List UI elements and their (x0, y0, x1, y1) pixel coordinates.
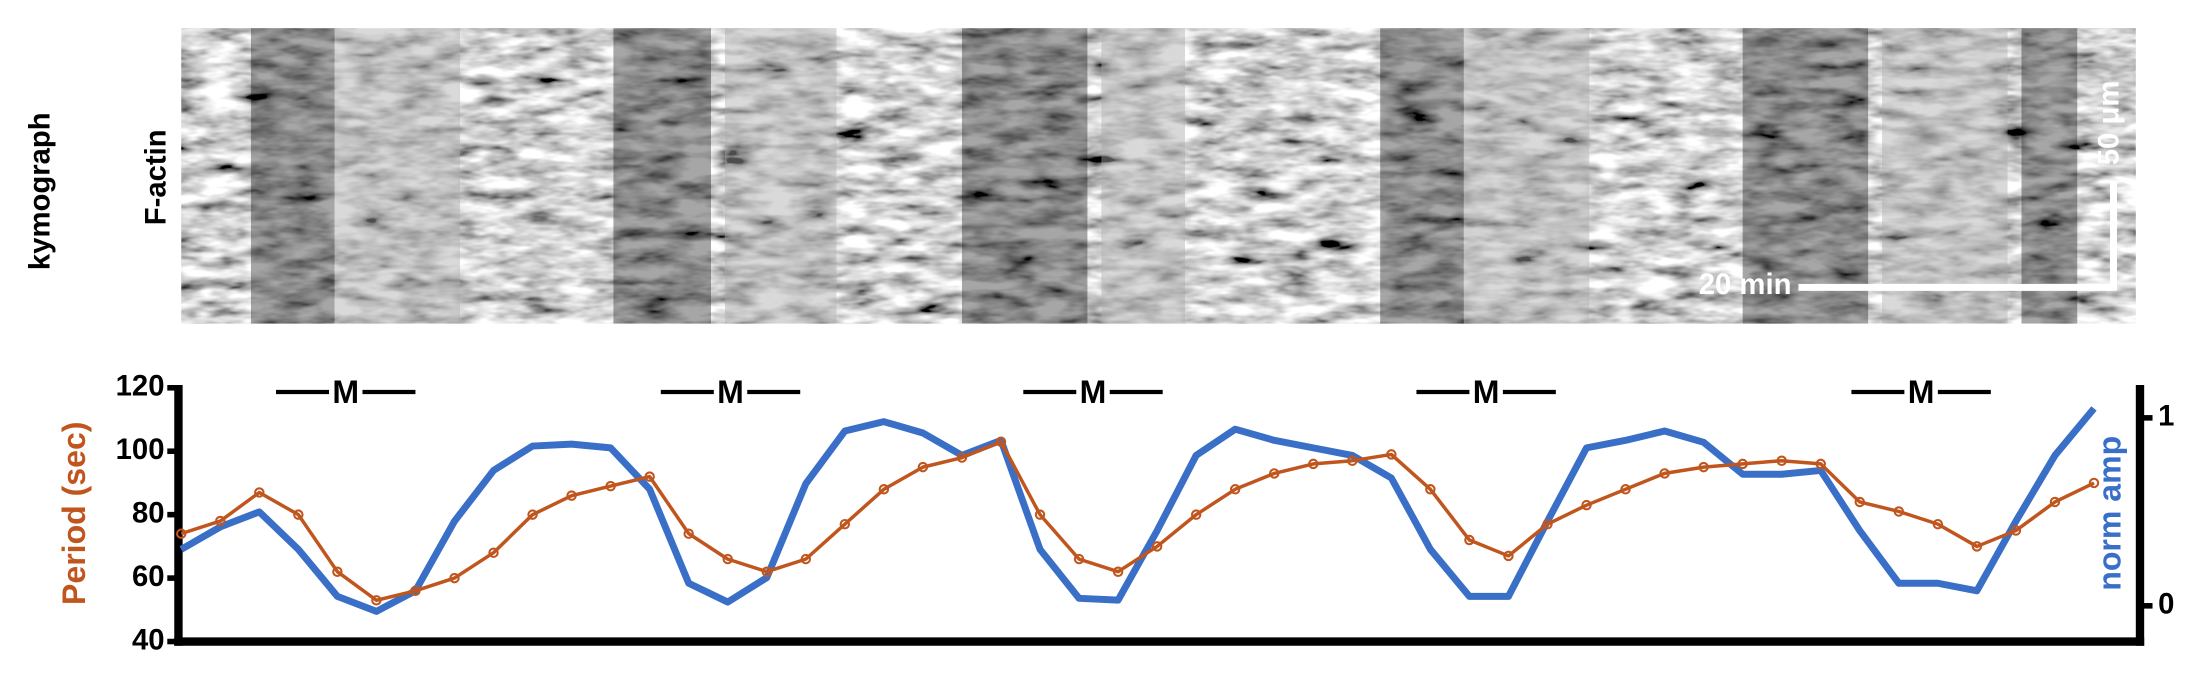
annotation: M (1080, 374, 1107, 410)
point (410, 585, 421, 597)
point (800, 553, 812, 565)
time-scale-label: 20 min (1699, 269, 1792, 301)
point (644, 471, 655, 482)
point (1112, 566, 1124, 577)
point (917, 461, 929, 473)
annotation: M (717, 374, 744, 410)
kymograph-image (181, 28, 2136, 324)
y2-tick-label: 1 (2158, 401, 2174, 433)
y-tick-label: 40 (132, 624, 165, 656)
point (1815, 458, 1826, 470)
y-tick-label: 60 (132, 561, 165, 593)
point (839, 518, 851, 530)
channel-label: F-actin (140, 129, 172, 225)
annotation: M (1908, 374, 1935, 410)
point (488, 547, 499, 558)
point (1737, 458, 1748, 470)
point (1893, 506, 1905, 517)
point (1269, 468, 1280, 479)
point (1698, 461, 1709, 473)
annotation: M (1473, 374, 1500, 410)
y2-tick-label: 0 (2158, 589, 2174, 621)
y-tick-label: 120 (116, 371, 165, 403)
series-line (179, 406, 2097, 615)
annotation: M (332, 374, 359, 410)
point (1151, 541, 1163, 552)
point (1034, 509, 1046, 520)
point (1190, 509, 1202, 520)
y-tick-label: 100 (116, 434, 165, 466)
point (1503, 550, 1514, 562)
y2-axis-label: norm amp (2092, 436, 2128, 591)
point (1425, 484, 1436, 495)
y-axis-label: Period (sec) (56, 422, 92, 605)
point (293, 509, 304, 520)
point (605, 480, 616, 492)
y-tick-label: 80 (132, 497, 165, 529)
row-label: kymograph (25, 112, 57, 270)
length-scale-label: 50 μm (2093, 81, 2125, 166)
point (1932, 518, 1944, 530)
point (683, 528, 694, 539)
point (761, 566, 773, 577)
point (176, 528, 187, 539)
point (1620, 484, 1631, 495)
point (2049, 496, 2061, 508)
point (2010, 525, 2022, 536)
point (215, 515, 226, 527)
point (1073, 553, 1085, 565)
point (1659, 468, 1670, 479)
point (1229, 484, 1241, 495)
point (254, 487, 265, 498)
point (1776, 455, 1787, 466)
point (1581, 499, 1592, 511)
point (371, 595, 382, 606)
point (566, 490, 577, 501)
point (2088, 477, 2100, 489)
point (1464, 534, 1475, 546)
point (722, 553, 733, 565)
point (1386, 449, 1397, 460)
point (449, 572, 460, 584)
point (995, 436, 1007, 447)
point (956, 452, 968, 463)
point (1971, 541, 1983, 552)
point (1542, 518, 1553, 530)
point (878, 484, 890, 495)
point (527, 509, 538, 520)
point (1347, 455, 1358, 466)
point (332, 566, 343, 577)
series-line (180, 440, 2095, 603)
point (1308, 458, 1319, 470)
point (1854, 496, 1866, 508)
